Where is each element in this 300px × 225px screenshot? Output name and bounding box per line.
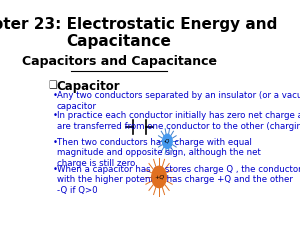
Text: In practice each conductor initially has zero net charge and electrons
are trans: In practice each conductor initially has… [57,111,300,131]
Text: -Q: -Q [164,139,170,144]
Circle shape [152,166,166,188]
Text: When a capacitor has or stores charge Q , the conductor
with the higher potentia: When a capacitor has or stores charge Q … [57,165,300,195]
Text: Capacitor: Capacitor [57,80,120,93]
Text: •: • [53,91,58,100]
Text: +Q: +Q [154,174,164,180]
Text: •: • [53,165,58,174]
Text: •: • [53,111,58,120]
Text: ❑: ❑ [48,80,57,90]
Text: Then two conductors have charge with equal
magnitude and opposite sign, although: Then two conductors have charge with equ… [57,138,260,168]
Circle shape [163,134,172,148]
Text: Any two conductors separated by an insulator (or a vacuum) form a
capacitor: Any two conductors separated by an insul… [57,91,300,111]
Text: Capacitors and Capacitance: Capacitors and Capacitance [22,55,217,68]
Text: •: • [53,138,58,147]
Text: Chapter 23: Electrostatic Energy and
Capacitance: Chapter 23: Electrostatic Energy and Cap… [0,17,278,49]
